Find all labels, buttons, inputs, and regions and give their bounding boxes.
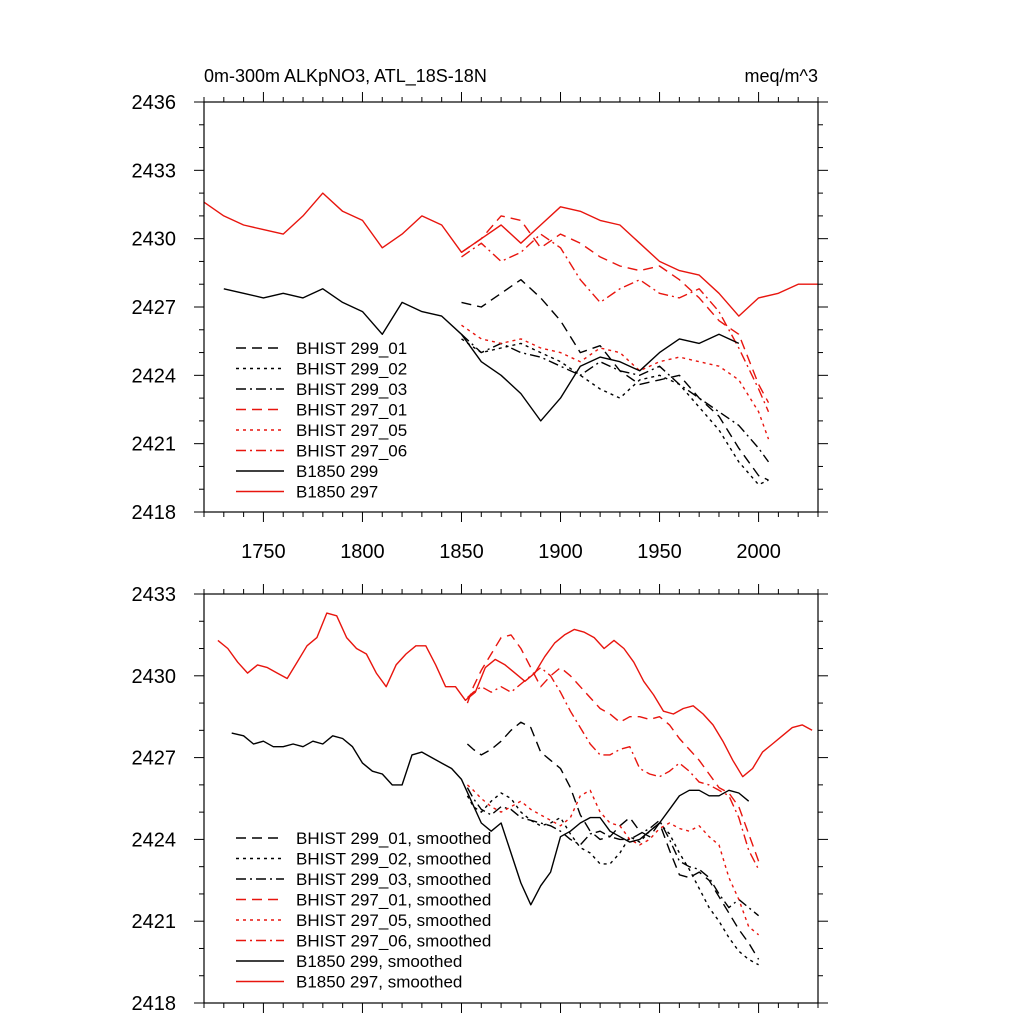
x-tick-label: 1800 xyxy=(340,541,385,563)
legend-label: B1850 299, smoothed xyxy=(296,952,462,971)
legend-label: BHIST 297_06 xyxy=(296,442,407,461)
y-tick-label: 2430 xyxy=(132,666,177,688)
series-line-5 xyxy=(461,233,770,413)
y-tick-label: 2433 xyxy=(132,584,177,606)
legend-label: B1850 297 xyxy=(296,483,378,502)
series-lines xyxy=(204,192,818,486)
series-line-6 xyxy=(231,732,750,906)
y-tick-label: 2421 xyxy=(132,434,177,456)
plot-frame xyxy=(203,593,819,1004)
x-tick-label: 1950 xyxy=(637,541,682,563)
y-tick-label: 2427 xyxy=(132,748,177,770)
y-tick-label: 2433 xyxy=(132,160,177,182)
series-line-4 xyxy=(466,784,760,936)
legend-label: BHIST 297_05, smoothed xyxy=(296,911,491,930)
y-tick-label: 2424 xyxy=(132,829,177,851)
chart-title: 0m-300m ALKpNO3, ATL_18S-18N xyxy=(204,66,487,87)
series-line-2 xyxy=(466,787,760,917)
units-label: meq/m^3 xyxy=(745,66,818,86)
legend-label: BHIST 299_03, smoothed xyxy=(296,870,491,889)
y-tick-label: 2424 xyxy=(132,365,177,387)
y-tick-label: 2436 xyxy=(132,92,177,114)
y-tick-label: 2421 xyxy=(132,911,177,933)
series-line-5 xyxy=(466,666,760,870)
series-line-3 xyxy=(466,634,760,862)
legend-label: BHIST 299_02, smoothed xyxy=(296,850,491,869)
legend-label: BHIST 299_01, smoothed xyxy=(296,829,491,848)
series-line-7 xyxy=(204,192,818,317)
legend-label: B1850 299 xyxy=(296,462,378,481)
legend-label: BHIST 299_01 xyxy=(296,339,407,358)
y-tick-label: 2430 xyxy=(132,229,177,251)
series-line-1 xyxy=(466,792,759,966)
series-line-1 xyxy=(461,338,769,486)
top-panel: 1750 1800 1850 1900 1950 2000 2418 2421 2424 2427… xyxy=(132,66,828,563)
y-tick-label: 2427 xyxy=(132,297,177,319)
series-line-6 xyxy=(223,288,740,422)
legend-label: BHIST 299_03 xyxy=(296,380,407,399)
series-lines xyxy=(217,612,813,966)
series-line-3 xyxy=(461,215,770,404)
x-tick-label: 1750 xyxy=(241,541,286,563)
x-tick-label: 2000 xyxy=(736,541,781,563)
x-tick-label: 1850 xyxy=(439,541,484,563)
legend-label: B1850 297, smoothed xyxy=(296,973,462,992)
bottom-panel: 2418 2421 2424 2427 2430 2433 BHIST 299_01, sm… xyxy=(132,584,828,1015)
series-line-0 xyxy=(461,279,769,481)
series-line-7 xyxy=(217,612,813,778)
y-tick-label: 2418 xyxy=(132,993,177,1015)
legend-label: BHIST 297_06, smoothed xyxy=(296,932,491,951)
legend-label: BHIST 297_05 xyxy=(296,421,407,440)
legend-label: BHIST 297_01, smoothed xyxy=(296,891,491,910)
legend-label: BHIST 299_02 xyxy=(296,360,407,379)
series-line-2 xyxy=(461,333,770,463)
x-tick-label: 1900 xyxy=(538,541,583,563)
legend: BHIST 299_01, smoothed BHIST 299_02, smoo… xyxy=(236,829,491,992)
y-tick-label: 2418 xyxy=(132,502,177,524)
legend-label: BHIST 297_01 xyxy=(296,401,407,420)
series-line-4 xyxy=(461,324,770,440)
